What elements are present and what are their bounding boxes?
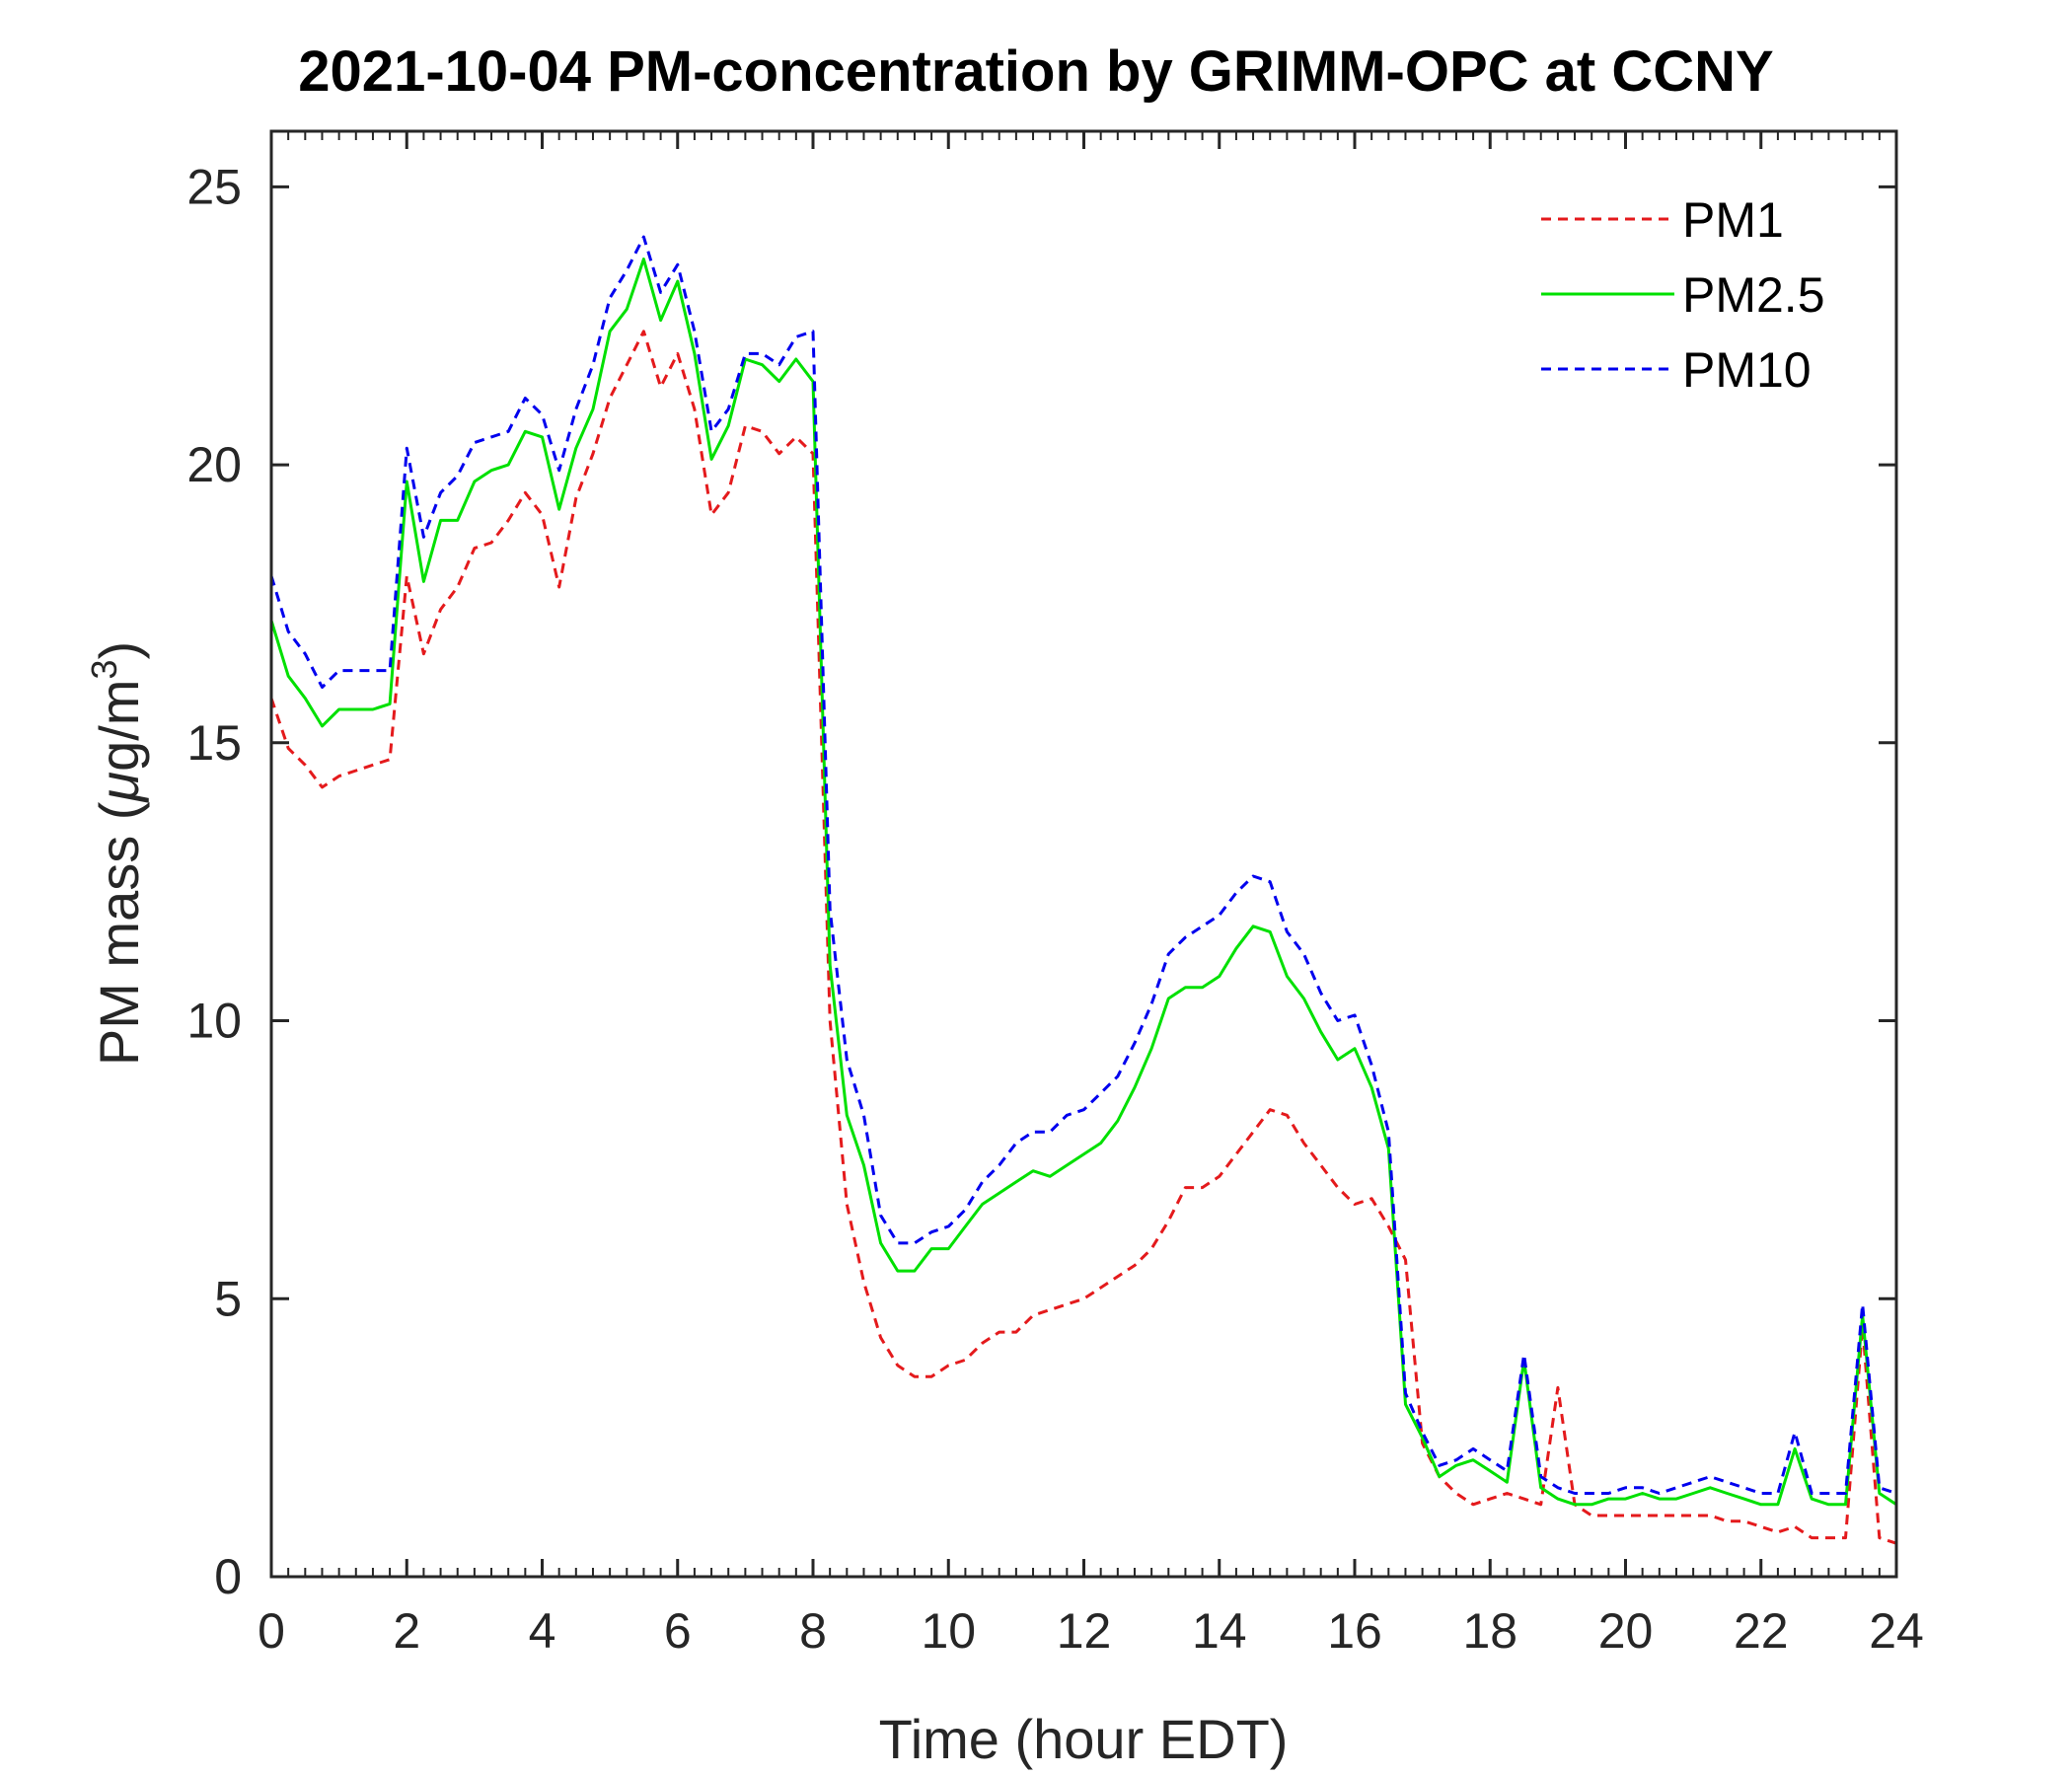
x-tick-label: 8 — [799, 1603, 827, 1659]
legend-label-pm1: PM1 — [1682, 192, 1784, 248]
y-tick-label: 15 — [186, 715, 242, 771]
y-tick-label: 20 — [186, 437, 242, 492]
chart-title: 2021-10-04 PM-concentration by GRIMM-OPC… — [298, 39, 1773, 104]
x-tick-label: 24 — [1869, 1603, 1924, 1659]
series-line-pm10 — [269, 235, 1897, 1495]
x-tick-label: 4 — [529, 1603, 556, 1659]
y-tick-label: 5 — [214, 1271, 242, 1326]
x-tick-label: 6 — [664, 1603, 692, 1659]
y-tick-labels: 0 5 10 15 20 25 — [186, 159, 242, 1604]
y-axis-label: PM mass (μg/m3) — [84, 641, 150, 1066]
y-tick-label: 10 — [186, 994, 242, 1049]
x-tick-labels: 0 2 4 6 8 10 12 14 16 18 20 22 24 — [258, 1603, 1924, 1659]
x-tick-label: 0 — [258, 1603, 285, 1659]
x-tick-label: 14 — [1192, 1603, 1247, 1659]
x-tick-label: 2 — [393, 1603, 420, 1659]
y-tick-label: 25 — [186, 159, 242, 214]
y-label-mu: μ — [88, 772, 150, 804]
y-tick-label: 0 — [214, 1549, 242, 1604]
axes-box — [269, 129, 1898, 1579]
x-tick-label: 20 — [1598, 1603, 1654, 1659]
x-axis-label: Time (hour EDT) — [879, 1708, 1289, 1770]
y-label-unit: g/m — [88, 680, 150, 772]
x-tick-label: 22 — [1734, 1603, 1789, 1659]
legend: PM1 PM2.5 PM10 — [1541, 192, 1825, 398]
x-tick-label: 18 — [1462, 1603, 1517, 1659]
legend-label-pm25: PM2.5 — [1682, 267, 1825, 323]
y-label-prefix: PM mass ( — [88, 801, 150, 1066]
y-label-suffix: ) — [88, 641, 150, 660]
x-tick-label: 16 — [1327, 1603, 1382, 1659]
y-label-exponent: 3 — [84, 660, 124, 680]
legend-label-pm10: PM10 — [1682, 342, 1812, 398]
plot-series — [269, 235, 1897, 1545]
x-tick-label: 10 — [921, 1603, 976, 1659]
series-line-pm25 — [269, 258, 1897, 1507]
x-tick-label: 12 — [1057, 1603, 1112, 1659]
